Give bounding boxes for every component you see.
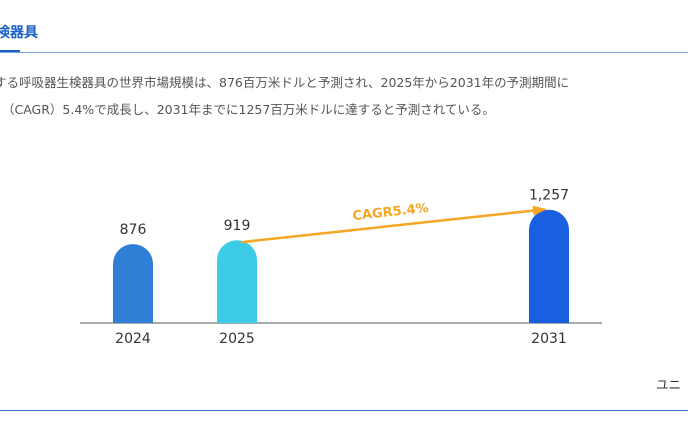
- bar: [529, 209, 569, 323]
- x-tick-label: 2031: [531, 331, 567, 347]
- x-tick-label: 2025: [219, 331, 255, 347]
- title-underline: [0, 50, 20, 53]
- footer-rule: [0, 410, 688, 411]
- value-label: 1,257: [529, 188, 569, 204]
- cagr-label: CAGR5.4%: [352, 201, 430, 224]
- paragraph-line: する呼吸器生検器具の世界市場規模は、876百万米ドルと予測され、2025年から2…: [0, 75, 570, 90]
- value-label: 876: [120, 222, 147, 238]
- value-label: 919: [224, 218, 251, 234]
- paragraph-line: （CAGR）5.4%で成長し、2031年までに1257百万米ドルに達すると予測さ…: [2, 102, 495, 117]
- bar: [113, 244, 153, 323]
- header-rule: [0, 52, 688, 53]
- bar: [217, 240, 257, 323]
- unit-note: ユニ: [656, 377, 682, 392]
- cagr-arrow: [240, 208, 542, 244]
- x-tick-label: 2024: [115, 331, 151, 347]
- arrow-head: [532, 205, 547, 216]
- section-title: 検器具: [0, 25, 38, 41]
